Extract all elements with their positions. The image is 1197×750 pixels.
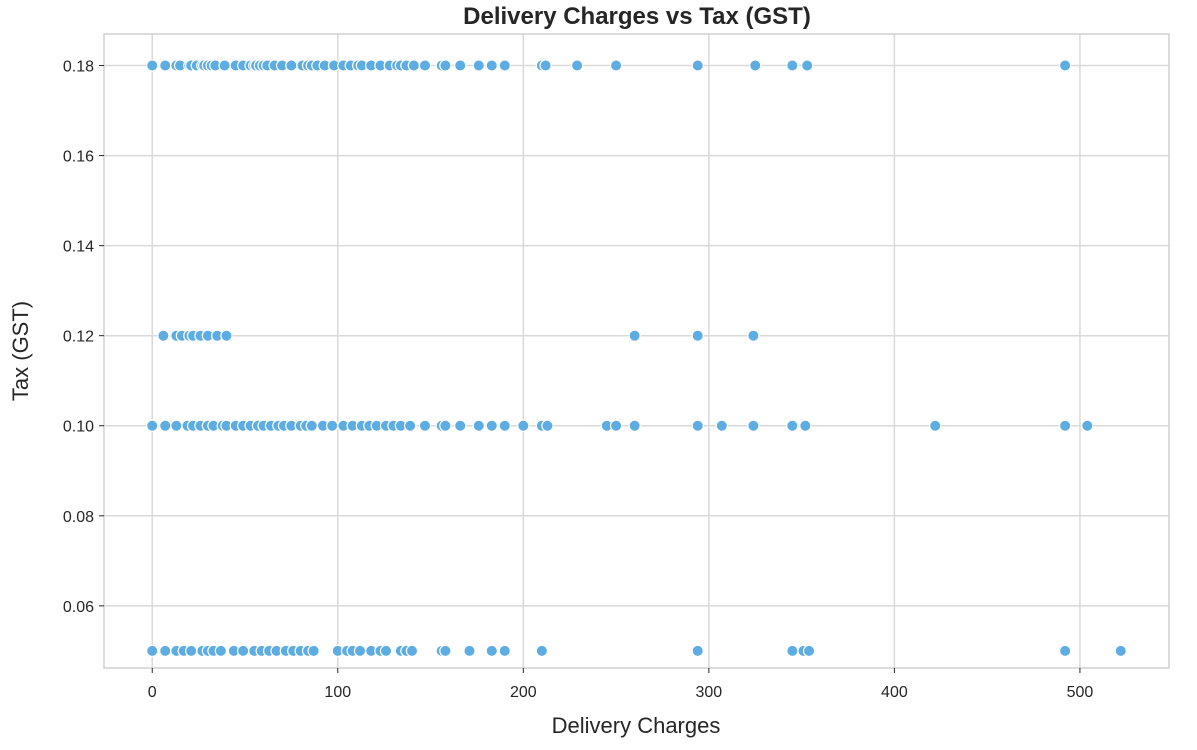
scatter-point: [628, 419, 641, 432]
y-axis-label: Tax (GST): [8, 301, 33, 401]
scatter-point: [691, 644, 704, 658]
scatter-point: [305, 419, 319, 432]
scatter-point: [418, 419, 432, 432]
scatter-point: [1058, 59, 1072, 72]
scatter-point: [747, 419, 760, 432]
x-tick-label: 100: [324, 684, 351, 701]
x-tick-label: 500: [1067, 684, 1094, 701]
scatter-point: [463, 644, 476, 658]
scatter-point: [609, 59, 623, 72]
scatter-point: [159, 59, 172, 72]
scatter-point: [379, 644, 393, 658]
scatter-point: [472, 419, 485, 432]
scatter-point: [472, 59, 485, 72]
scatter-point: [326, 419, 339, 432]
scatter-point: [454, 59, 467, 72]
scatter-point: [353, 644, 367, 658]
scatter-point: [214, 644, 228, 658]
scatter-point: [800, 59, 814, 72]
scatter-point: [485, 59, 498, 72]
scatter-point: [1114, 644, 1127, 658]
scatter-point: [802, 644, 816, 658]
scatter-point: [146, 644, 159, 658]
scatter-point: [407, 59, 421, 72]
scatter-point: [628, 329, 641, 342]
scatter-point: [799, 419, 812, 432]
scatter-point: [220, 329, 233, 342]
scatter-point: [218, 59, 231, 72]
x-axis-label: Delivery Charges: [552, 713, 721, 738]
scatter-point: [1058, 419, 1072, 432]
scatter-point: [418, 59, 432, 72]
scatter-point: [786, 644, 799, 658]
scatter-point: [535, 644, 549, 658]
scatter-point: [439, 59, 452, 72]
chart-title: Delivery Charges vs Tax (GST): [463, 3, 811, 30]
scatter-point: [146, 59, 159, 72]
scatter-point: [439, 419, 452, 432]
scatter-point: [517, 419, 530, 432]
scatter-point: [541, 419, 554, 432]
scatter-point: [146, 419, 159, 432]
y-tick-label: 0.06: [63, 599, 94, 616]
scatter-point: [570, 59, 584, 72]
scatter-point: [285, 59, 298, 72]
scatter-point: [609, 419, 623, 432]
scatter-point: [498, 59, 511, 72]
scatter-point: [498, 419, 511, 432]
scatter-point: [485, 644, 498, 658]
scatter-point: [691, 419, 704, 432]
scatter-point: [1081, 419, 1094, 432]
y-tick-label: 0.10: [63, 419, 94, 436]
scatter-point: [691, 59, 704, 72]
y-tick-label: 0.12: [63, 329, 94, 346]
y-axis-ticks: 0.06 0.08 0.10 0.12 0.14 0.16 0.18: [63, 59, 104, 616]
grid-lines: [104, 34, 1169, 668]
scatter-point: [439, 644, 452, 658]
x-axis-ticks: 0 100 200 300 400 500: [148, 668, 1094, 701]
y-tick-label: 0.16: [63, 149, 94, 166]
scatter-point: [498, 644, 511, 658]
scatter-point: [929, 419, 942, 432]
scatter-point: [691, 329, 704, 342]
data-points: [146, 59, 1127, 658]
scatter-point: [159, 419, 172, 432]
scatter-point: [539, 59, 552, 72]
scatter-point: [170, 419, 183, 432]
scatter-point: [454, 419, 467, 432]
y-tick-label: 0.08: [63, 509, 94, 526]
x-tick-label: 400: [881, 684, 908, 701]
scatter-point: [786, 59, 799, 72]
x-tick-label: 300: [696, 684, 723, 701]
y-tick-label: 0.14: [63, 239, 94, 256]
scatter-point: [405, 644, 419, 658]
x-tick-label: 200: [510, 684, 537, 701]
scatter-point: [786, 419, 799, 432]
x-tick-label: 0: [148, 684, 157, 701]
scatter-point: [236, 644, 250, 658]
scatter-point: [307, 644, 320, 658]
scatter-point: [749, 59, 762, 72]
scatter-point: [1058, 644, 1072, 658]
scatter-point: [185, 644, 198, 658]
scatter-point: [485, 419, 498, 432]
scatter-point: [159, 644, 172, 658]
scatter-point: [715, 419, 729, 432]
scatter-point: [403, 419, 417, 432]
plot-frame: [103, 33, 1170, 669]
scatter-point: [747, 329, 760, 342]
y-tick-label: 0.18: [63, 59, 94, 76]
scatter-point: [157, 329, 170, 342]
